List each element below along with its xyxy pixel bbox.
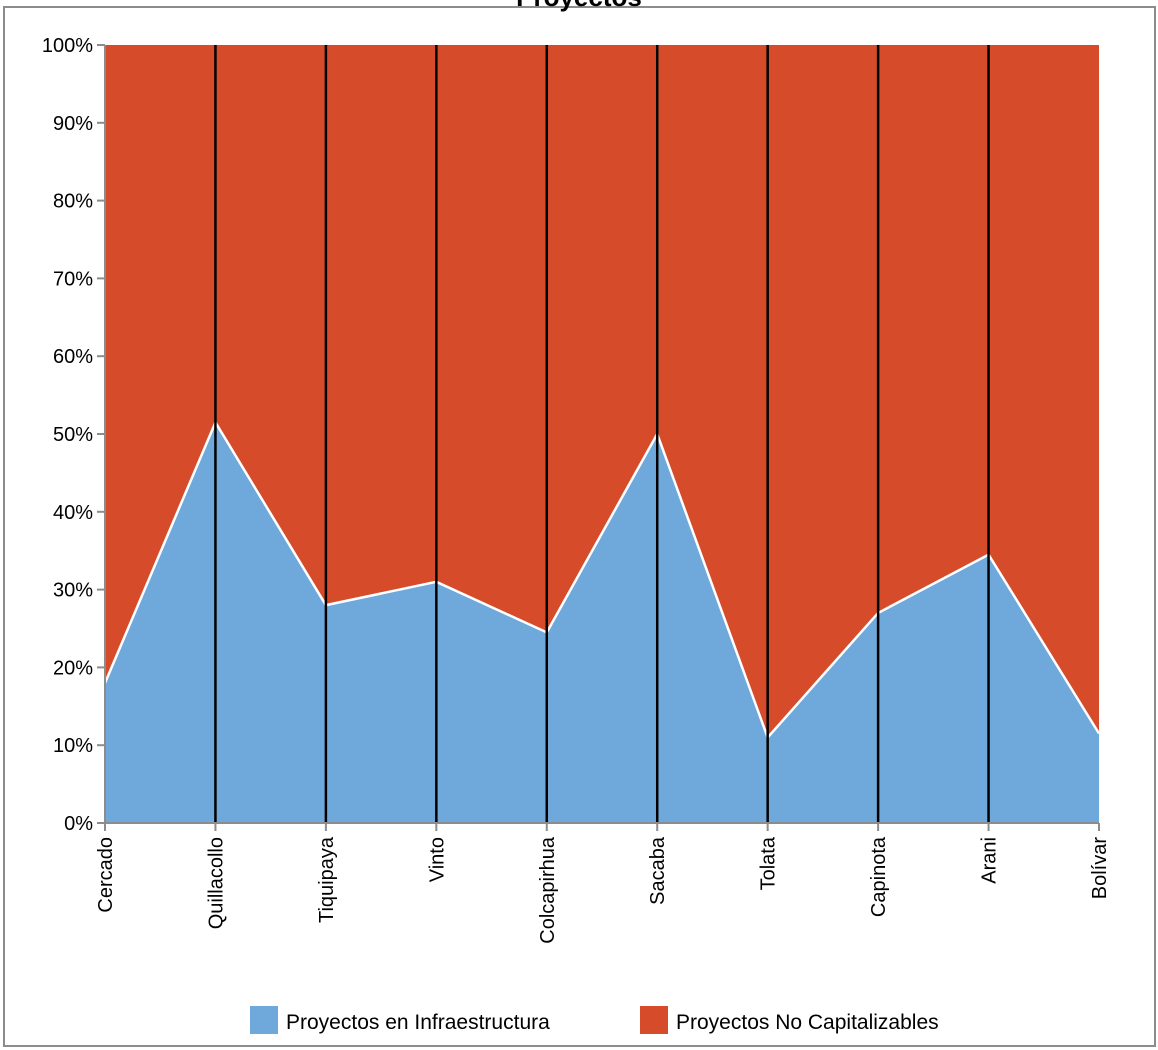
category-dividers [214,45,990,823]
x-tick-label: Sacaba [647,836,669,905]
y-tick-label: 100% [42,35,93,57]
axes [97,44,1100,831]
x-tick-label: Bolívar [1089,837,1111,900]
legend-swatch-no-capitalizables [640,1006,668,1034]
plot-areas [103,45,1101,823]
chart-title: Proyectos [0,0,1158,13]
y-tick-label: 20% [53,657,93,679]
x-tick-label: Arani [979,837,1001,884]
legend-label-infraestructura: Proyectos en Infraestructura [286,1011,550,1034]
y-tick-label: 70% [53,268,93,290]
y-tick-labels: 0% 10% 20% 30% 40% 50% 60% 70% 80% 90% 100% [42,35,93,835]
x-tick-labels: Cercado Quillacollo Tiquipaya Vinto Colcapir… [95,836,1111,944]
y-tick-label: 80% [53,191,93,213]
legend-label-no-capitalizables: Proyectos No Capitalizables [676,1011,939,1034]
x-tick-label: Tiquipaya [316,836,338,923]
y-tick-label: 60% [53,346,93,368]
y-tick-label: 30% [53,580,93,602]
x-tick-label: Cercado [95,837,117,913]
x-tick-label: Tolata [758,836,780,890]
y-tick-label: 40% [53,502,93,524]
y-tick-label: 90% [53,113,93,135]
area-no-capitalizables [105,45,1099,738]
y-tick-label: 10% [53,735,93,757]
x-tick-label: Vinto [426,837,448,882]
x-tick-label: Quillacollo [205,837,227,929]
x-tick-label: Capinota [868,836,890,917]
legend-swatch-infraestructura [250,1006,278,1034]
y-tick-label: 0% [64,813,93,835]
x-tick-label: Colcapirhua [537,836,559,944]
y-tick-label: 50% [53,424,93,446]
series-boundary-line [103,419,1101,740]
area-infraestructura [105,422,1099,823]
legend: Proyectos en Infraestructura Proyectos N… [250,1006,939,1034]
